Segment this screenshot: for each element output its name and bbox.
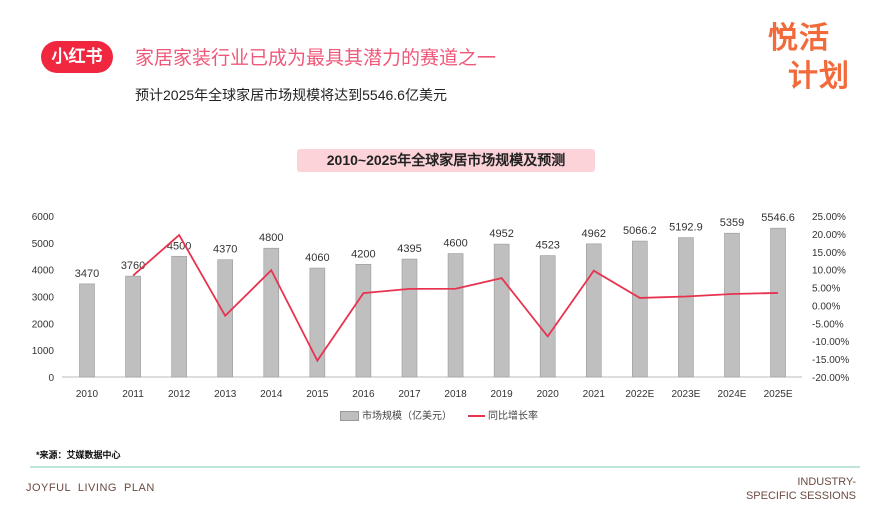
bar — [447, 253, 464, 378]
legend-bar-label: 市场规模（亿美元） — [362, 411, 452, 422]
bar — [585, 243, 602, 378]
bar — [770, 227, 786, 378]
bar — [79, 283, 95, 378]
source-note: *来源：艾媒数据中心 — [36, 450, 121, 460]
bar — [539, 255, 556, 378]
bar — [217, 259, 234, 378]
x-tick: 2022E — [625, 389, 654, 400]
bar — [401, 258, 418, 378]
x-tick: 2012 — [168, 389, 191, 400]
y-right-tick: 20.00% — [812, 230, 846, 241]
bar-label: 4060 — [305, 252, 329, 264]
y-right-tick: 5.00% — [812, 284, 840, 295]
bar-label: 5066.2 — [623, 225, 657, 237]
y-right-tick: 0.00% — [812, 301, 840, 312]
footer-left: JOYFUL LIVING PLAN — [26, 482, 155, 494]
bar — [724, 232, 740, 378]
growth-line — [132, 233, 779, 363]
xiaohongshu-logo: 小红书 — [41, 41, 113, 73]
brand-line1: 悦活 — [768, 22, 830, 55]
headline: 家居家装行业已成为最具其潜力的赛道之一 — [135, 48, 497, 69]
y-right-tick: -15.00% — [812, 355, 849, 366]
y-left-tick: 3000 — [32, 293, 55, 304]
divider — [30, 466, 860, 468]
y-right-tick: 10.00% — [812, 266, 846, 277]
bar-label: 4962 — [582, 228, 606, 240]
bar-label: 4395 — [397, 243, 421, 255]
x-tick: 2020 — [537, 389, 560, 400]
y-left-tick: 2000 — [32, 319, 55, 330]
y-right-tick: -20.00% — [812, 373, 849, 384]
bar — [171, 255, 187, 378]
bar-label: 3760 — [121, 260, 145, 272]
x-tick: 2014 — [260, 389, 283, 400]
y-right-tick: -5.00% — [812, 319, 844, 330]
x-tick: 2016 — [352, 389, 375, 400]
bar-label: 4600 — [443, 238, 467, 250]
x-tick: 2010 — [76, 389, 99, 400]
bar — [493, 243, 510, 378]
legend: 市场规模（亿美元） 同比增长率 — [340, 407, 538, 422]
bar-label: 4200 — [351, 248, 375, 260]
footer-right-line2: SPECIFIC SESSIONS — [745, 490, 856, 502]
x-tick: 2011 — [122, 389, 144, 400]
chart-title: 2010~2025年全球家居市场规模及预测 — [297, 149, 595, 172]
bar — [125, 275, 141, 378]
bar — [678, 237, 694, 378]
footer-right-line1: INDUSTRY- — [797, 476, 856, 488]
y-right-tick: -10.00% — [812, 337, 849, 348]
bar-label: 4952 — [489, 228, 513, 240]
y-left-tick: 6000 — [32, 212, 55, 223]
y-left-tick: 5000 — [32, 239, 55, 250]
y-right-tick: 15.00% — [812, 248, 846, 259]
bar-label: 4800 — [259, 232, 283, 244]
y-left-tick: 0 — [48, 373, 54, 384]
bar-label: 5546.6 — [761, 212, 795, 224]
bar — [355, 263, 372, 378]
bar-label: 5192.9 — [669, 222, 703, 234]
bar — [309, 267, 326, 378]
bar — [632, 240, 648, 378]
x-tick: 2015 — [306, 389, 329, 400]
x-tick: 2025E — [764, 389, 793, 400]
subtitle: 预计2025年全球家居市场规模将达到5546.6亿美元 — [135, 87, 447, 103]
legend-line: 同比增长率 — [468, 407, 538, 422]
x-tick: 2019 — [491, 389, 514, 400]
legend-bar-swatch — [340, 411, 359, 422]
bar-label: 4500 — [167, 240, 191, 252]
x-tick: 2013 — [214, 389, 237, 400]
legend-bar: 市场规模（亿美元） — [340, 407, 452, 422]
x-tick: 2023E — [671, 389, 700, 400]
bar-label: 5359 — [720, 217, 744, 229]
footer-right: INDUSTRY- SPECIFIC SESSIONS — [746, 475, 856, 503]
bar-label: 3470 — [75, 268, 99, 280]
brand-line2: 计划 — [788, 60, 850, 93]
x-tick: 2024E — [718, 389, 747, 400]
bar — [263, 247, 280, 378]
y-left-tick: 1000 — [32, 346, 55, 357]
y-left-tick: 4000 — [32, 266, 55, 277]
legend-line-swatch — [468, 415, 485, 418]
brand-logo: 悦活计划 — [768, 20, 850, 96]
y-right-tick: 25.00% — [812, 212, 846, 223]
legend-line-label: 同比增长率 — [488, 411, 538, 422]
x-tick: 2017 — [398, 389, 421, 400]
bar-label: 4523 — [535, 240, 559, 252]
bar-label: 4370 — [213, 244, 237, 256]
x-tick: 2021 — [583, 389, 606, 400]
x-tick: 2018 — [444, 389, 467, 400]
